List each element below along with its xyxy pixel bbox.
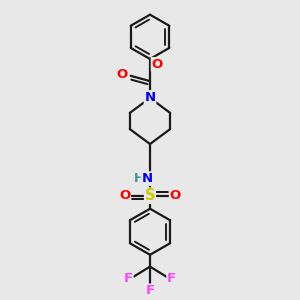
Text: S: S — [145, 188, 155, 203]
Text: F: F — [124, 272, 133, 285]
Text: N: N — [144, 91, 156, 104]
Text: O: O — [169, 189, 181, 202]
Text: N: N — [142, 172, 153, 185]
Text: O: O — [116, 68, 128, 81]
Text: O: O — [152, 58, 163, 71]
Text: H: H — [134, 172, 144, 184]
Text: F: F — [146, 284, 154, 297]
Text: O: O — [119, 189, 130, 202]
Text: F: F — [167, 272, 176, 285]
